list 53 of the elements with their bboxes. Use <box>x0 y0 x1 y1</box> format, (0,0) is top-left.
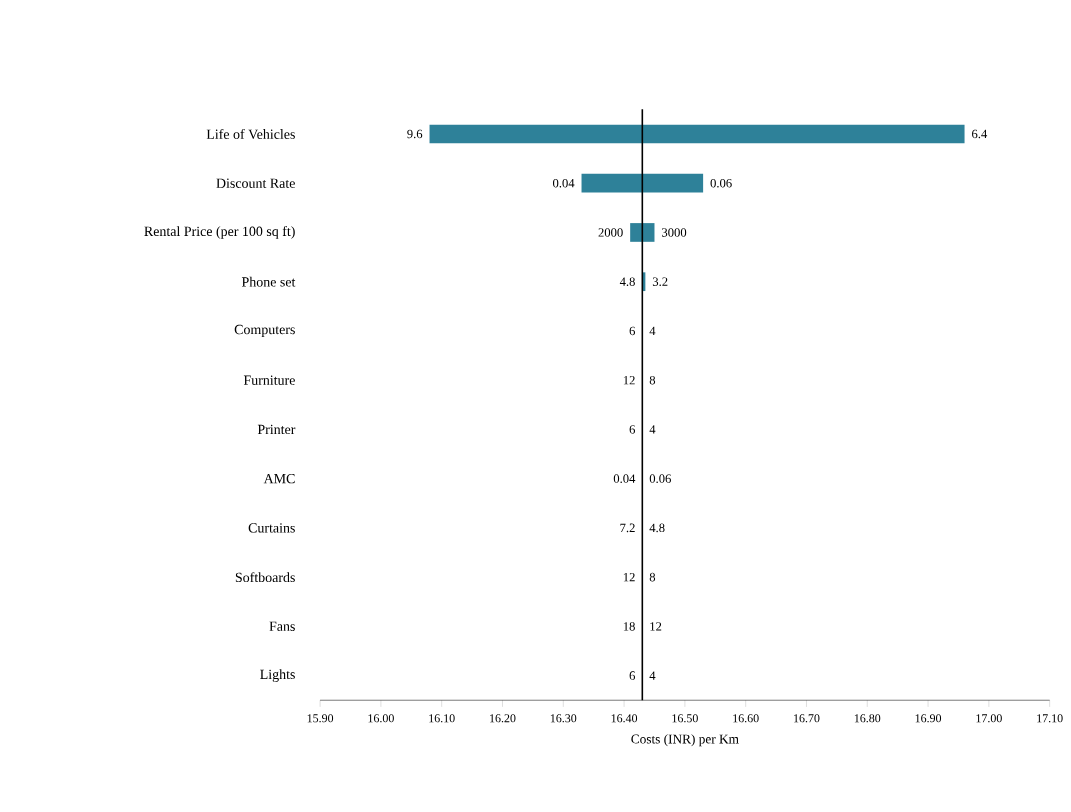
annotation: 6.4 <box>972 129 988 139</box>
x-tick-label: 16.50 <box>672 714 698 723</box>
x-tick-label: 16.60 <box>733 714 759 723</box>
annotation: 12 <box>650 622 662 631</box>
y-tick-label: Softboards <box>235 572 295 582</box>
annotation: 0.06 <box>710 178 732 188</box>
x-axis-title: Costs (INR) per Km <box>631 734 739 747</box>
y-tick-label: Fans <box>269 621 295 631</box>
annotation: 4 <box>649 671 656 680</box>
x-tick-label: 16.00 <box>368 714 394 723</box>
x-tick-label: 17.10 <box>1037 714 1063 723</box>
annotation: 4.8 <box>649 523 665 533</box>
annotation: 6 <box>629 425 636 434</box>
annotation: 7.2 <box>620 523 635 533</box>
bar <box>581 173 704 193</box>
y-tick-label: Furniture <box>243 375 295 385</box>
annotation: 9.6 <box>407 129 423 139</box>
y-tick-label: Printer <box>257 424 296 434</box>
annotation: 2000 <box>598 228 623 237</box>
annotation: 3000 <box>662 228 687 237</box>
x-tick-label: 16.30 <box>550 714 577 723</box>
annotation: 0.04 <box>552 178 575 188</box>
x-tick-label: 16.80 <box>854 714 881 723</box>
annotation: 18 <box>623 621 635 631</box>
annotation: 0.04 <box>613 474 636 483</box>
x-tick-label: 17.00 <box>976 714 1002 723</box>
x-tick-label: 15.90 <box>307 714 334 723</box>
y-tick-label: Phone set <box>241 276 296 287</box>
annotation: 6 <box>629 671 636 680</box>
x-tick-label: 16.20 <box>490 714 516 723</box>
x-tick-label: 16.70 <box>794 714 820 723</box>
bar <box>429 124 965 144</box>
annotation: 3.2 <box>652 277 668 286</box>
y-tick-label: Curtains <box>248 523 295 533</box>
annotation: 12 <box>623 572 635 582</box>
y-tick-label: Life of Vehicles <box>206 128 295 139</box>
x-tick-label: 16.90 <box>915 714 942 723</box>
y-tick-label: Rental Price (per 100 sq ft) <box>144 225 295 239</box>
bar <box>630 222 655 242</box>
y-tick-label: Computers <box>234 324 295 337</box>
annotation: 8 <box>649 375 656 385</box>
annotation: 4 <box>649 326 656 335</box>
annotation: 12 <box>623 375 635 385</box>
annotation: 6 <box>629 326 636 336</box>
annotation: 0.06 <box>649 474 671 483</box>
y-tick-label: Discount Rate <box>216 178 295 188</box>
annotation: 4 <box>649 425 656 434</box>
x-tick-label: 16.40 <box>611 714 638 723</box>
x-tick-label: 16.10 <box>429 714 455 723</box>
y-tick-label: AMC <box>263 473 295 484</box>
y-tick-label: Lights <box>260 669 295 682</box>
annotation: 4.8 <box>619 277 635 286</box>
annotation: 8 <box>649 572 656 582</box>
